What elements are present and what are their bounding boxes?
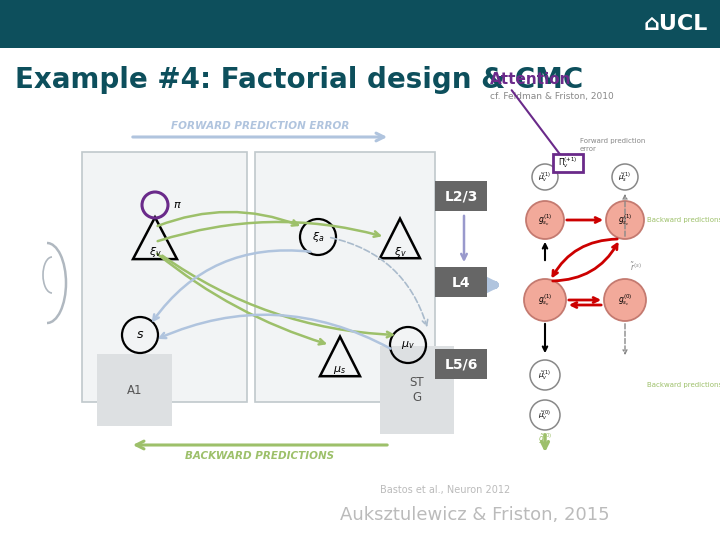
Text: FORWARD PREDICTION ERROR: FORWARD PREDICTION ERROR xyxy=(171,121,349,131)
Text: $\tilde{\mu}^{(1)}_s$: $\tilde{\mu}^{(1)}_s$ xyxy=(618,170,631,184)
Circle shape xyxy=(530,360,560,390)
Circle shape xyxy=(526,201,564,239)
Text: L5/6: L5/6 xyxy=(444,358,477,372)
Text: $s$: $s$ xyxy=(136,328,144,341)
Text: $g^{(1)}_{s_c}$: $g^{(1)}_{s_c}$ xyxy=(618,212,632,228)
Text: Backward predictions: Backward predictions xyxy=(647,382,720,388)
Text: L2/3: L2/3 xyxy=(444,190,477,204)
Bar xyxy=(255,152,435,402)
Text: $\xi_v$: $\xi_v$ xyxy=(394,245,407,259)
Text: $g^{(0)}_{s_c}$: $g^{(0)}_{s_c}$ xyxy=(618,292,632,308)
Text: $\Pi^{(+1)}_v$: $\Pi^{(+1)}_v$ xyxy=(558,156,577,171)
Text: $\tilde{r}^{(s)}$: $\tilde{r}^{(s)}$ xyxy=(630,261,642,273)
Text: Attention: Attention xyxy=(490,72,572,87)
Text: $\mu_s$: $\mu_s$ xyxy=(333,364,346,376)
Text: ST
G: ST G xyxy=(410,376,424,404)
Text: $\tilde{\mu}^{(1)}_v$: $\tilde{\mu}^{(1)}_v$ xyxy=(539,368,552,382)
Text: BACKWARD PREDICTIONS: BACKWARD PREDICTIONS xyxy=(186,451,335,461)
Bar xyxy=(82,152,247,402)
Bar xyxy=(553,154,583,172)
Text: $\xi_a$: $\xi_a$ xyxy=(312,230,324,244)
Text: $\pi$: $\pi$ xyxy=(173,200,182,210)
Circle shape xyxy=(524,279,566,321)
Text: A1: A1 xyxy=(127,383,143,396)
Text: Backward predictions: Backward predictions xyxy=(647,217,720,223)
Bar xyxy=(435,349,487,379)
Text: Auksztulewicz & Friston, 2015: Auksztulewicz & Friston, 2015 xyxy=(340,506,610,524)
Text: $\tilde{g}^{(0)}$: $\tilde{g}^{(0)}$ xyxy=(538,432,552,447)
Text: $g^{(1)}_{s_v}$: $g^{(1)}_{s_v}$ xyxy=(538,292,552,308)
Text: Bastos et al., Neuron 2012: Bastos et al., Neuron 2012 xyxy=(380,485,510,495)
Circle shape xyxy=(530,400,560,430)
Text: cf. Feldman & Friston, 2010: cf. Feldman & Friston, 2010 xyxy=(490,91,613,100)
Text: $\tilde{\mu}^{(1)}_v$: $\tilde{\mu}^{(1)}_v$ xyxy=(539,170,552,184)
Text: Forward prediction
error: Forward prediction error xyxy=(580,138,645,152)
Bar xyxy=(435,267,487,297)
Circle shape xyxy=(612,164,638,190)
Text: $\tilde{\mu}^{(0)}_v$: $\tilde{\mu}^{(0)}_v$ xyxy=(539,408,552,422)
Circle shape xyxy=(606,201,644,239)
Bar xyxy=(435,181,487,211)
Circle shape xyxy=(604,279,646,321)
Text: L4: L4 xyxy=(451,276,470,290)
Text: $g^{(1)}_{s_v}$: $g^{(1)}_{s_v}$ xyxy=(538,212,552,228)
Text: Example #4: Factorial design & CMC: Example #4: Factorial design & CMC xyxy=(15,66,583,94)
Text: $\mu_v$: $\mu_v$ xyxy=(401,339,415,351)
Circle shape xyxy=(532,164,558,190)
Text: ⌂UCL: ⌂UCL xyxy=(644,14,708,34)
Bar xyxy=(0,0,720,48)
Text: $\xi_v$: $\xi_v$ xyxy=(148,245,161,259)
